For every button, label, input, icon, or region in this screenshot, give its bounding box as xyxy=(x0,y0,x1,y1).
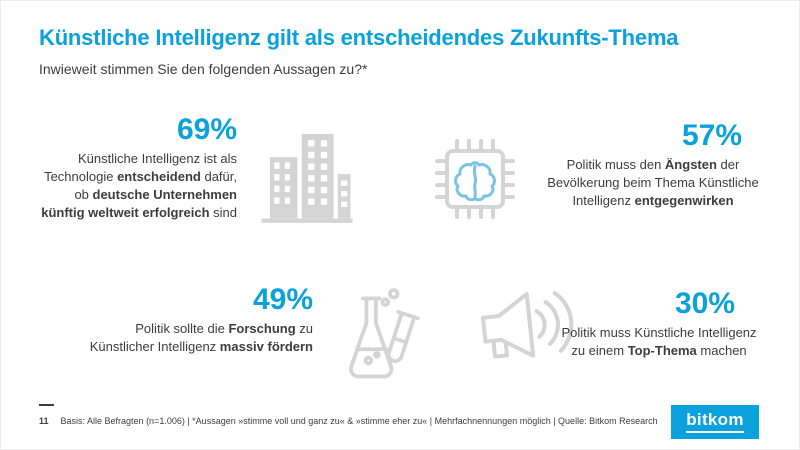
statement-segment: Politik muss Künstliche Intelligenz zu e… xyxy=(561,325,757,358)
flask-icon xyxy=(327,284,421,390)
footer-divider xyxy=(39,404,54,406)
page-title: Künstliche Intelligenz gilt als entschei… xyxy=(39,25,679,50)
stat-percent: 57% xyxy=(681,119,742,152)
statement-segment: der Bevölkerung beim Thema Künstliche In… xyxy=(547,157,759,208)
statement-segment: Forschung xyxy=(228,321,296,336)
footer: 11 Basis: Alle Befragten (n=1.006) | *Aus… xyxy=(39,416,659,426)
statement-segment: entgegenwirken xyxy=(634,192,734,208)
stat-statement: Politik muss den Ängsten der Bevölkerung… xyxy=(546,156,760,210)
stat-percent: 49% xyxy=(252,283,313,316)
statement-segment: Künstliche Intelligenz ist als Technolog… xyxy=(44,151,237,184)
buildings-icon xyxy=(253,115,359,229)
stat-statement: Politik sollte die Forschung zu Künstlic… xyxy=(87,320,313,356)
statement-segment: dafür, ob xyxy=(74,168,237,202)
statement-segment: machen xyxy=(696,342,747,358)
stat-block-companies: 69% Künstliche Intelligenz ist als Techn… xyxy=(37,113,237,222)
bitkom-logo: bitkom xyxy=(671,405,759,439)
stat-percent: 69% xyxy=(176,113,237,146)
statement-segment: massiv fördern xyxy=(219,338,313,354)
statement-segment: sind xyxy=(209,204,237,220)
stat-percent: 30% xyxy=(674,287,735,320)
bitkom-logo-underline xyxy=(686,431,744,433)
statement-segment: Ängsten xyxy=(664,157,717,172)
chip-brain-icon xyxy=(425,129,525,229)
page-number: 11 xyxy=(39,416,49,426)
megaphone-icon xyxy=(464,281,584,371)
stat-block-top-topic: 30% Politik muss Künstliche Intelligenz … xyxy=(553,287,765,360)
bitkom-logo-text: bitkom xyxy=(686,410,744,429)
footer-text: Basis: Alle Befragten (n=1.006) | *Aussa… xyxy=(60,416,658,426)
statement-segment: Politik sollte die xyxy=(135,321,229,336)
stat-block-research: 49% Politik sollte die Forschung zu Küns… xyxy=(87,283,313,356)
stat-block-fears: 57% Politik muss den Ängsten der Bevölke… xyxy=(546,119,760,210)
statement-segment: deutsche Unternehmen künftig weltweit er… xyxy=(41,186,237,220)
stat-statement: Künstliche Intelligenz ist als Technolog… xyxy=(37,150,237,222)
statement-segment: Top-Thema xyxy=(627,342,697,358)
statement-segment: zu Künstlicher Intelligenz xyxy=(89,321,313,354)
page-subtitle: Inwieweit stimmen Sie den folgenden Auss… xyxy=(39,61,368,77)
statement-segment: Politik muss den xyxy=(566,157,665,172)
statement-segment: entscheidend xyxy=(117,168,201,184)
stat-statement: Politik muss Künstliche Intelligenz zu e… xyxy=(553,324,765,360)
